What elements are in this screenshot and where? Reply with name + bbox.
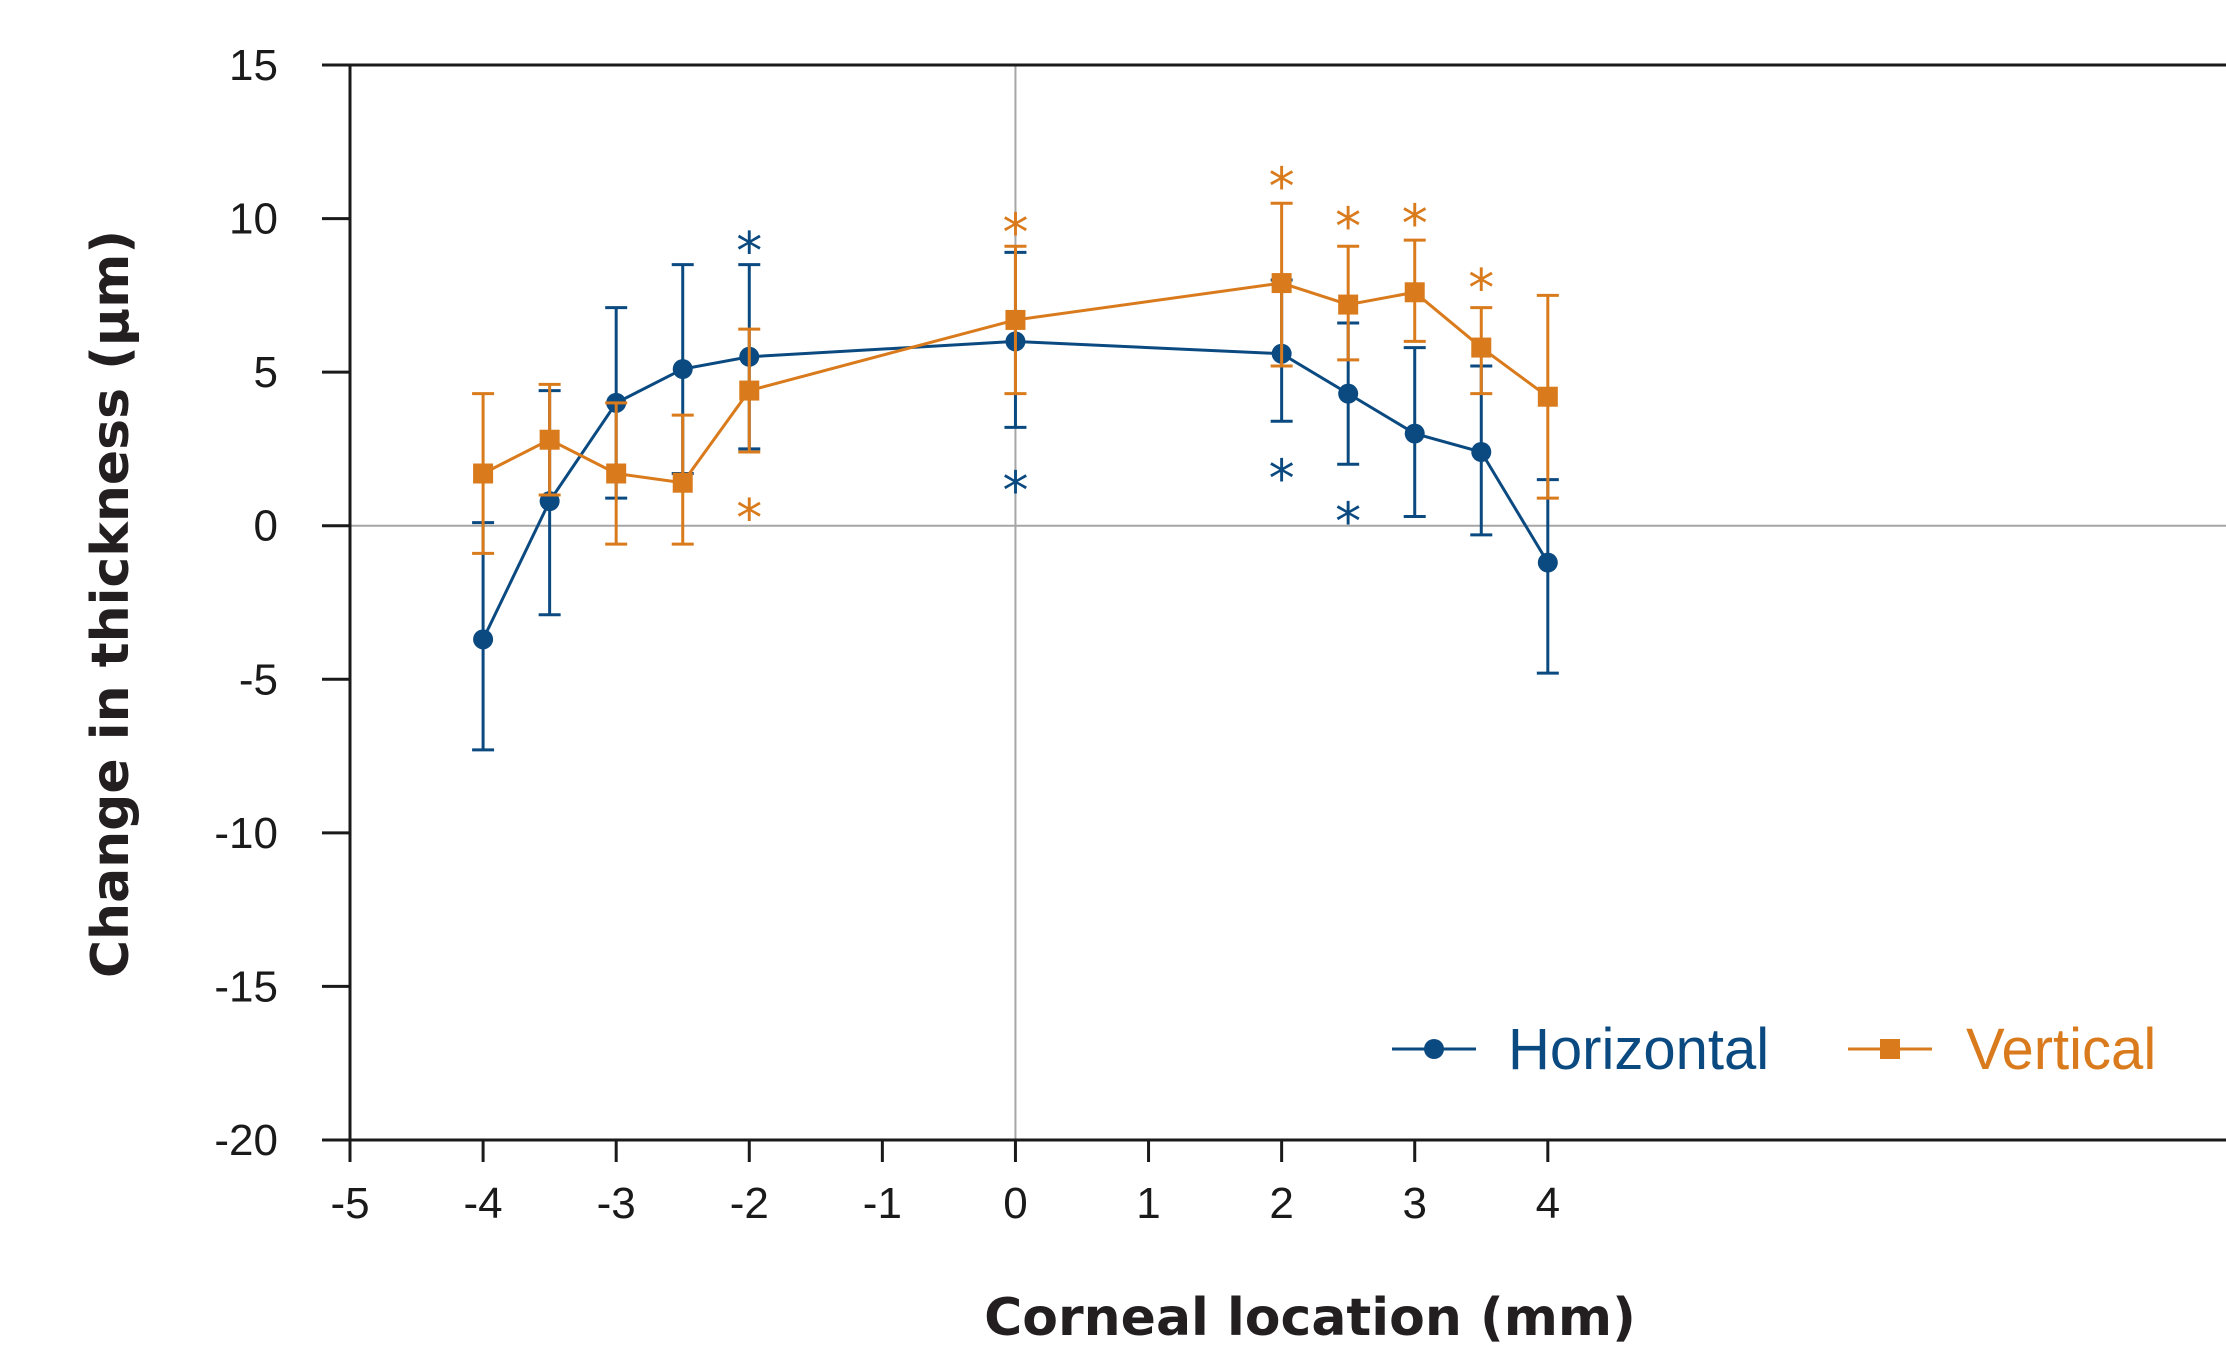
- x-tick-label: 3: [1402, 1179, 1426, 1228]
- data-point: [606, 463, 627, 484]
- data-point: [1338, 383, 1359, 404]
- y-tick-label: -20: [214, 1116, 278, 1165]
- x-tick-label: 0: [1003, 1179, 1027, 1228]
- x-tick-label: 1: [1136, 1179, 1160, 1228]
- legend-label: Vertical: [1966, 1017, 2156, 1082]
- legend-item-vertical: Vertical: [1848, 1017, 2156, 1082]
- significance-marker: *: [1002, 462, 1028, 522]
- significance-marker: *: [1468, 259, 1494, 319]
- significance-marker: *: [1335, 197, 1361, 257]
- significance-marker: *: [1269, 158, 1295, 218]
- data-point: [672, 472, 693, 493]
- grid-layer: [350, 65, 2226, 1140]
- x-axis-title: Corneal location (mm): [984, 1288, 1636, 1347]
- significance-marker: *: [736, 222, 762, 282]
- x-tick-label: 2: [1269, 1179, 1293, 1228]
- data-point: [1537, 552, 1558, 573]
- data-point: [473, 629, 494, 650]
- data-point: [1271, 273, 1292, 294]
- legend-item-horizontal: Horizontal: [1392, 1017, 1769, 1082]
- y-tick-label: 5: [254, 348, 278, 397]
- x-tick-label: 4: [1536, 1179, 1560, 1228]
- y-axis-title: Change in thickness (µm): [81, 230, 141, 978]
- legend-marker: [1880, 1039, 1900, 1059]
- legend: Horizontal Vertical: [1392, 1017, 2156, 1082]
- data-point: [1005, 309, 1026, 330]
- data-point: [473, 463, 494, 484]
- data-point: [1537, 386, 1558, 407]
- data-point: [1471, 337, 1492, 358]
- x-tick-label: -2: [730, 1179, 769, 1228]
- data-point: [1338, 294, 1359, 315]
- x-tick-label: -3: [597, 1179, 636, 1228]
- significance-marker: *: [736, 489, 762, 549]
- significance-marker: *: [1002, 204, 1028, 264]
- series-layer: [472, 201, 1559, 752]
- axes-layer: [322, 63, 2226, 1162]
- y-tick-label: 0: [254, 502, 278, 551]
- legend-label: Horizontal: [1508, 1017, 1769, 1082]
- y-tick-label: -15: [214, 962, 278, 1011]
- y-tick-label: 10: [229, 195, 278, 244]
- data-point: [539, 429, 560, 450]
- data-point: [672, 359, 693, 380]
- x-tick-label: -1: [863, 1179, 902, 1228]
- x-tick-label: -5: [330, 1179, 369, 1228]
- data-point: [739, 380, 760, 401]
- significance-marker: *: [1335, 492, 1361, 552]
- data-point: [1471, 442, 1492, 462]
- significance-marker: *: [1269, 449, 1295, 509]
- y-tick-label: -5: [239, 655, 278, 704]
- y-tick-label: 15: [229, 41, 278, 90]
- legend-marker: [1424, 1039, 1444, 1059]
- data-point: [1404, 423, 1425, 444]
- data-point: [1404, 282, 1425, 303]
- series-vertical: [472, 201, 1559, 555]
- y-tick-label: -10: [214, 809, 278, 858]
- significance-marker: *: [1402, 194, 1428, 254]
- x-tick-label: -4: [464, 1179, 503, 1228]
